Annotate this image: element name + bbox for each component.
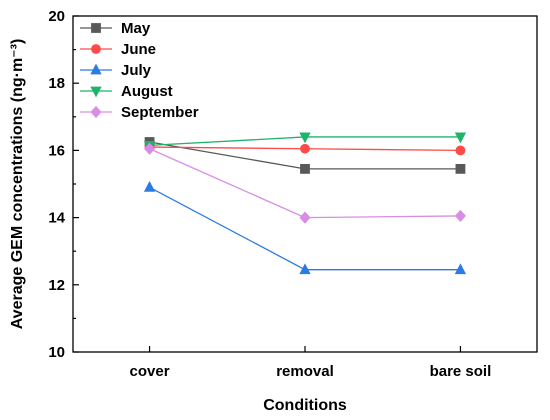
legend-marker: [90, 63, 102, 75]
data-point: [455, 163, 466, 174]
series-line: [149, 186, 461, 271]
series-layer: [143, 132, 467, 275]
data-point: [454, 209, 466, 223]
legend-label: May: [121, 20, 151, 37]
legend-marker: [90, 105, 102, 119]
y-tick-label: 12: [48, 277, 65, 294]
y-tick-label: 14: [48, 210, 65, 227]
legend: May June July August September: [80, 20, 199, 121]
legend-label: July: [121, 62, 152, 79]
legend-marker: [91, 44, 101, 54]
legend-item: June: [80, 41, 156, 58]
legend-label: August: [121, 83, 173, 100]
legend-marker: [91, 23, 101, 33]
series-line: [149, 148, 461, 219]
series-july: [143, 181, 467, 275]
data-point: [299, 263, 311, 275]
y-tick-label: 16: [48, 142, 65, 159]
legend-item: September: [80, 104, 199, 121]
x-axis-title: Conditions: [263, 397, 347, 414]
legend-label: June: [121, 41, 156, 58]
legend-marker: [90, 86, 102, 98]
data-point: [454, 132, 467, 144]
y-tick-label: 20: [48, 8, 65, 25]
y-tick-label: 10: [48, 344, 65, 361]
data-point: [454, 263, 467, 275]
legend-item: May: [80, 20, 151, 37]
x-tick-label: cover: [130, 363, 170, 380]
data-point: [300, 163, 310, 174]
y-axis-ticks: 10 12 14 16 18 20: [48, 8, 79, 361]
legend-label: September: [121, 104, 199, 121]
y-tick-label: 18: [48, 75, 65, 92]
data-point: [299, 211, 311, 224]
x-tick-label: bare soil: [430, 363, 492, 380]
data-point: [144, 142, 156, 155]
series-september: [144, 142, 466, 224]
series-june: [144, 142, 466, 156]
legend-item: August: [80, 83, 173, 100]
data-point: [455, 145, 466, 156]
data-point: [299, 132, 311, 144]
data-point: [143, 181, 156, 192]
data-point: [300, 143, 310, 154]
x-axis-ticks: cover removal bare soil: [130, 346, 492, 380]
y-axis-title: Average GEM concentrations (ng·m⁻³): [9, 39, 26, 330]
x-tick-label: removal: [276, 363, 334, 380]
legend-item: July: [80, 62, 152, 79]
